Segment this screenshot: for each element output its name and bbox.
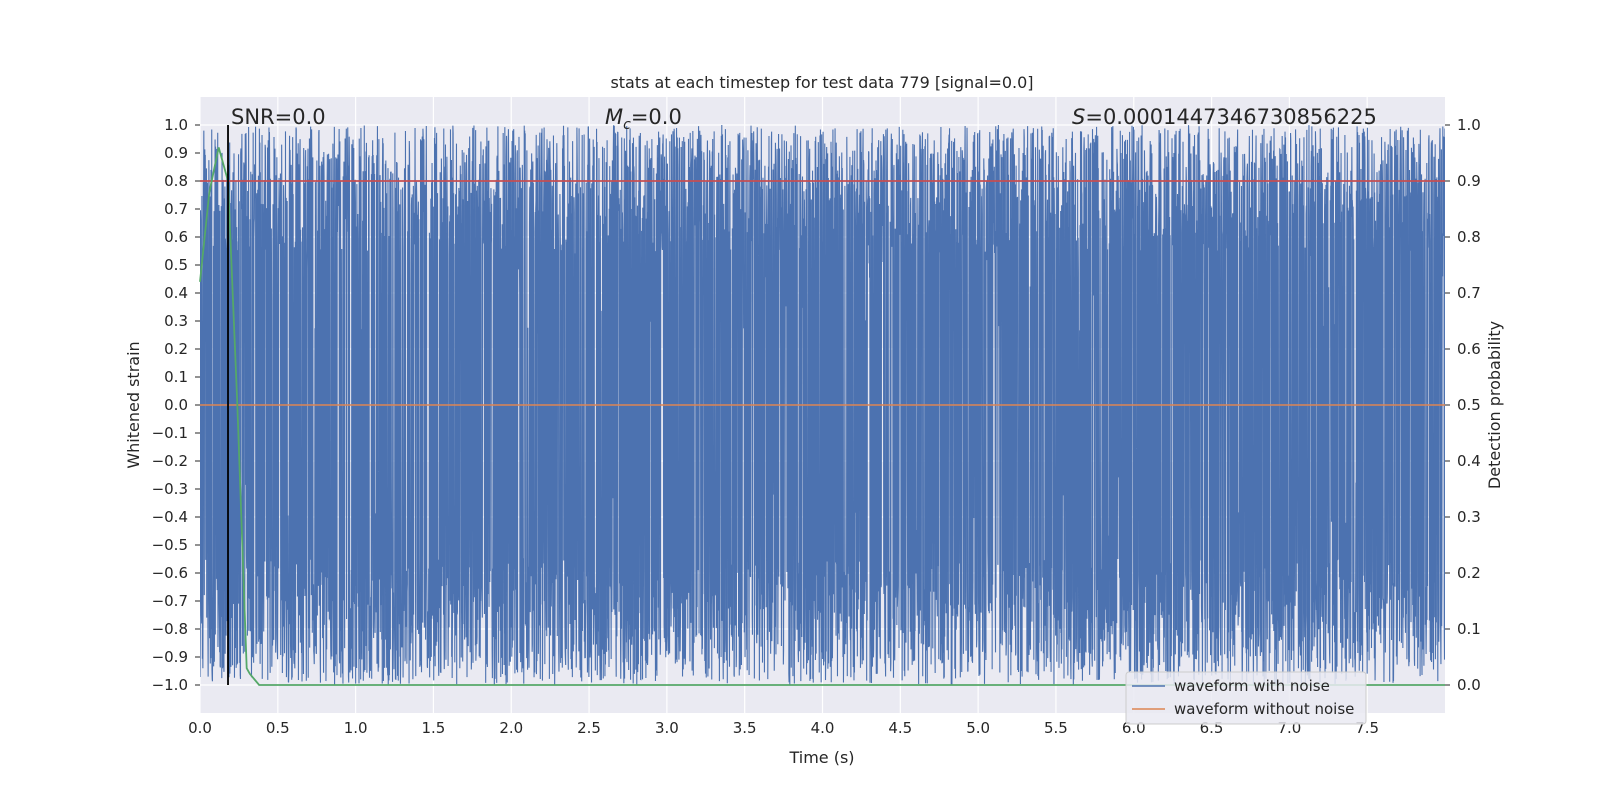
y2-axis-label: Detection probability — [1485, 321, 1504, 489]
y2-tick-label: 0.1 — [1457, 620, 1481, 638]
chirp-mass-symbol: M — [605, 105, 623, 129]
x-tick-label: 2.0 — [499, 719, 523, 737]
y2-tick-label: 0.6 — [1457, 340, 1481, 358]
snr-annotation: SNR=0.0 — [231, 105, 326, 129]
y-tick-label: 0.1 — [164, 368, 188, 386]
x-tick-label: 0.5 — [266, 719, 290, 737]
y2-tick-label: 0.0 — [1457, 676, 1481, 694]
y-tick-label: 0.0 — [164, 396, 188, 414]
y-tick-label: 0.6 — [164, 228, 188, 246]
y-tick-label: 1.0 — [164, 116, 188, 134]
chirp-mass-value: =0.0 — [631, 105, 682, 129]
y-tick-label: 0.3 — [164, 312, 188, 330]
y2-tick-label: 0.3 — [1457, 508, 1481, 526]
x-tick-label: 4.5 — [888, 719, 912, 737]
x-tick-label: 3.5 — [733, 719, 757, 737]
chart-title: stats at each timestep for test data 779… — [610, 73, 1033, 92]
series-detection-probability — [199, 147, 1445, 686]
y-tick-label: 0.4 — [164, 284, 188, 302]
chirp-mass-subscript: c — [623, 117, 631, 133]
y-tick-label: −0.1 — [152, 424, 188, 442]
y-tick-label: −0.2 — [152, 452, 188, 470]
y-axis-label: Whitened strain — [124, 341, 143, 468]
y2-tick-label: 1.0 — [1457, 116, 1481, 134]
legend-box — [1125, 671, 1367, 725]
y2-tick-label: 0.4 — [1457, 452, 1481, 470]
y-tick-label: −0.7 — [152, 592, 188, 610]
x-tick-label: 2.5 — [577, 719, 601, 737]
right-y-axis: 1.0 0.9 0.8 0.7 0.6 0.5 0.4 0.3 0.2 0.1 0.0 — [1445, 116, 1481, 694]
y-tick-label: 0.8 — [164, 172, 188, 190]
x-tick-label: 1.0 — [344, 719, 368, 737]
y-tick-label: −1.0 — [152, 676, 188, 694]
noise-waveform-line — [200, 125, 1445, 685]
left-y-axis: 1.0 0.9 0.8 0.7 0.6 0.5 0.4 0.3 0.2 0.1 0.0 −0.1 −0.… — [152, 116, 200, 694]
significance-symbol: S — [1072, 105, 1085, 129]
y-tick-label: 0.9 — [164, 144, 188, 162]
x-axis-label: Time (s) — [788, 748, 854, 767]
chirp-mass-annotation: Mc=0.0 — [605, 105, 682, 133]
y2-tick-label: 0.5 — [1457, 396, 1481, 414]
y-tick-label: −0.5 — [152, 536, 188, 554]
x-tick-label: 3.0 — [655, 719, 679, 737]
series-waveform-with-noise — [200, 125, 1445, 685]
y-tick-label: −0.8 — [152, 620, 188, 638]
y2-tick-label: 0.9 — [1457, 172, 1481, 190]
legend-label-clean: waveform without noise — [1174, 700, 1354, 718]
significance-value: =0.0001447346730856225 — [1085, 105, 1377, 129]
y-tick-label: −0.4 — [152, 508, 188, 526]
y-tick-label: 0.2 — [164, 340, 188, 358]
y-tick-label: −0.3 — [152, 480, 188, 498]
y-tick-label: −0.6 — [152, 564, 188, 582]
x-tick-label: 5.0 — [966, 719, 990, 737]
x-tick-label: 5.5 — [1044, 719, 1068, 737]
x-tick-label: 4.0 — [811, 719, 835, 737]
legend: waveform with noise waveform without noi… — [1125, 671, 1367, 725]
y-tick-label: 0.7 — [164, 200, 188, 218]
legend-label-noise: waveform with noise — [1174, 677, 1330, 695]
x-tick-label: 1.5 — [422, 719, 446, 737]
y-tick-label: 0.5 — [164, 256, 188, 274]
significance-annotation: S=0.0001447346730856225 — [1072, 105, 1377, 129]
y2-tick-label: 0.7 — [1457, 284, 1481, 302]
y-tick-label: −0.9 — [152, 648, 188, 666]
y2-tick-label: 0.8 — [1457, 228, 1481, 246]
x-tick-label: 0.0 — [188, 719, 212, 737]
y2-tick-label: 0.2 — [1457, 564, 1481, 582]
